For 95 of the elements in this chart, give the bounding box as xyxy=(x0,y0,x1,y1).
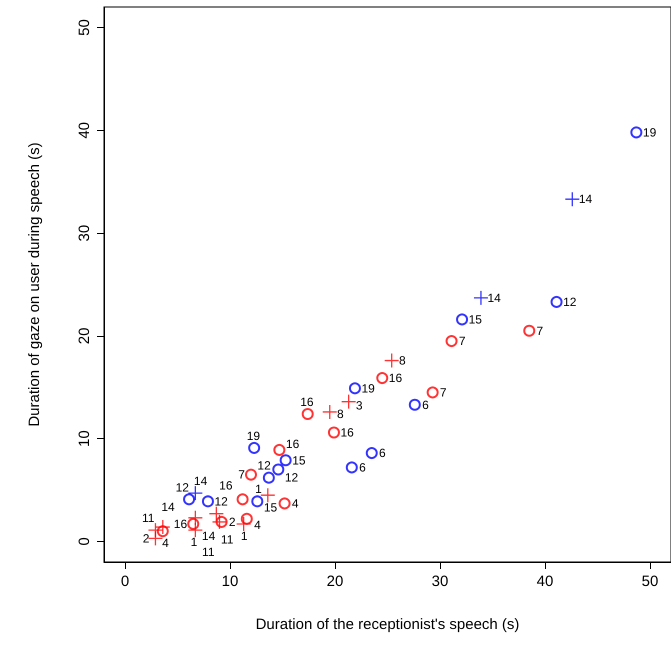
point xyxy=(278,497,291,510)
point xyxy=(236,516,252,532)
annotation: 16 xyxy=(388,371,402,386)
annotation: 7 xyxy=(440,385,447,400)
point xyxy=(550,296,563,308)
point xyxy=(346,461,358,474)
annotation: 15 xyxy=(468,312,482,326)
point xyxy=(188,485,203,501)
annotation: 12 xyxy=(257,458,272,473)
point xyxy=(236,493,249,506)
point xyxy=(341,394,356,410)
point xyxy=(456,313,468,326)
annotation: 12 xyxy=(176,480,190,494)
annotation: 19 xyxy=(362,381,376,396)
y-tick-label: 10 xyxy=(76,430,93,448)
x-axis-title: Duration of the receptionist's speech (s) xyxy=(256,616,520,633)
annotation: 4 xyxy=(254,518,262,532)
point xyxy=(564,192,580,207)
point xyxy=(260,488,276,503)
annotation: 6 xyxy=(422,398,430,412)
point xyxy=(155,519,170,535)
annotation: 7 xyxy=(458,334,466,348)
annotation: 16 xyxy=(174,516,188,531)
point xyxy=(280,454,292,466)
annotation: 11 xyxy=(220,532,234,547)
annotation: 3 xyxy=(356,398,363,413)
annotation: 4 xyxy=(162,536,170,550)
annotation: 12 xyxy=(214,494,228,508)
annotation: 1 xyxy=(190,535,198,550)
annotation: 4 xyxy=(292,496,299,510)
annotation: 14 xyxy=(161,500,176,514)
point xyxy=(183,493,196,506)
y-tick-label: 30 xyxy=(76,224,93,242)
annotation: 12 xyxy=(563,294,577,309)
annotation: 8 xyxy=(398,354,406,368)
annotation: 16 xyxy=(300,395,314,409)
point xyxy=(208,506,224,522)
annotation: 19 xyxy=(642,125,657,140)
annotation: 11 xyxy=(142,511,155,526)
annotation: 16 xyxy=(219,478,233,492)
annotation: 11 xyxy=(202,544,215,559)
x-tick-label: 30 xyxy=(432,573,448,590)
point xyxy=(273,444,286,456)
point xyxy=(408,398,421,411)
annotation: 16 xyxy=(286,436,300,451)
x-tick-label: 50 xyxy=(642,573,658,590)
annotation: 7 xyxy=(238,468,246,482)
point xyxy=(328,426,340,438)
point xyxy=(148,530,164,546)
annotation: 8 xyxy=(337,406,344,421)
point xyxy=(366,447,378,460)
annotation: 7 xyxy=(536,324,544,338)
point xyxy=(262,472,275,484)
point xyxy=(630,126,642,138)
y-axis-title: Duration of gaze on user during speech (s) xyxy=(26,142,43,427)
point xyxy=(272,464,284,476)
point xyxy=(248,442,260,454)
point xyxy=(188,522,203,538)
annotation: 12 xyxy=(284,470,299,484)
x-tick-label: 20 xyxy=(326,573,344,590)
point xyxy=(322,404,338,420)
annotation: 1 xyxy=(255,482,262,496)
y-tick-label: 0 xyxy=(76,537,93,546)
annotation: 14 xyxy=(202,528,216,543)
annotation: 1 xyxy=(240,528,248,543)
point xyxy=(384,352,400,368)
annotation: 2 xyxy=(142,531,150,546)
x-tick-label: 0 xyxy=(120,573,130,590)
annotation: 6 xyxy=(359,460,366,474)
y-tick-label: 50 xyxy=(76,19,93,36)
point xyxy=(473,290,489,306)
point xyxy=(376,372,388,384)
annotation: 14 xyxy=(578,192,593,206)
x-tick-label: 40 xyxy=(536,573,554,590)
point xyxy=(426,386,439,398)
point xyxy=(446,335,458,348)
annotation: 19 xyxy=(246,428,260,443)
point xyxy=(348,382,361,394)
annotation: 15 xyxy=(292,453,306,468)
annotation: 14 xyxy=(194,474,208,488)
y-tick-label: 20 xyxy=(76,328,93,344)
annotation: 14 xyxy=(488,290,502,305)
point xyxy=(523,324,536,337)
point xyxy=(212,514,228,530)
annotation: 2 xyxy=(228,514,236,529)
point xyxy=(302,408,314,420)
point xyxy=(245,468,257,481)
y-tick-label: 40 xyxy=(76,122,93,139)
annotation: 6 xyxy=(379,446,386,460)
annotation: 15 xyxy=(264,500,278,514)
x-tick-label: 10 xyxy=(222,573,238,590)
point xyxy=(188,510,203,526)
point xyxy=(202,495,214,508)
annotation: 16 xyxy=(340,426,354,440)
point xyxy=(251,495,264,508)
